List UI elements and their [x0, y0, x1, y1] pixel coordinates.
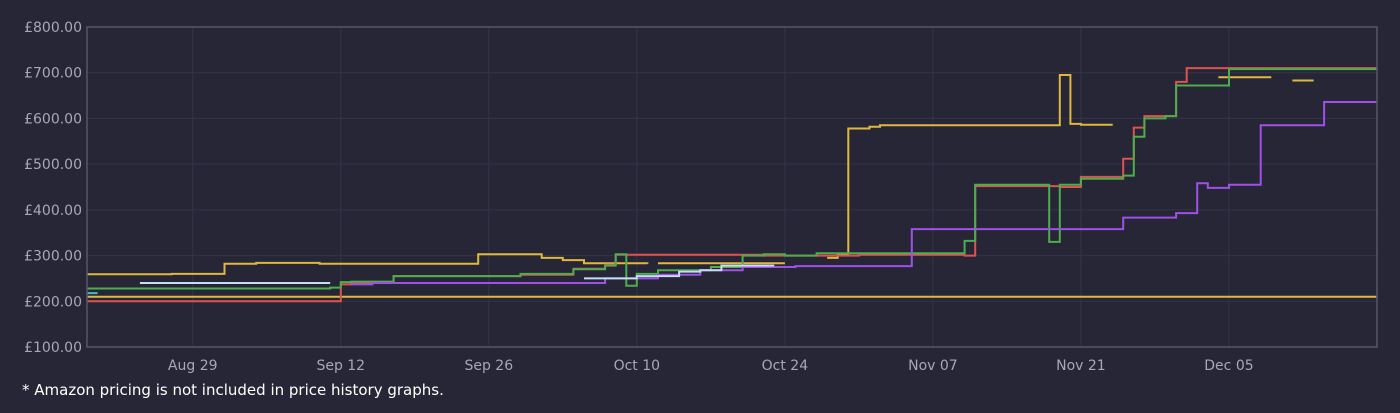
- x-tick-label: Dec 05: [1204, 358, 1253, 374]
- y-tick-label: £300.00: [24, 249, 82, 265]
- gridlines: [87, 26, 1377, 348]
- y-tick-label: £600.00: [24, 111, 82, 127]
- x-tick-label: Nov 07: [908, 358, 958, 374]
- series-line-5: [351, 101, 1377, 286]
- y-tick-label: £700.00: [24, 66, 82, 82]
- footnote: * Amazon pricing is not included in pric…: [22, 381, 444, 399]
- series-line-4: [87, 68, 1377, 290]
- y-tick-label: £200.00: [24, 294, 82, 310]
- x-tick-label: Oct 24: [762, 358, 809, 374]
- x-tick-label: Nov 21: [1056, 358, 1106, 374]
- x-tick-label: Aug 29: [168, 358, 218, 374]
- series-lines: [87, 67, 1377, 303]
- y-tick-label: £400.00: [24, 203, 82, 219]
- series-line-2: [87, 74, 1314, 276]
- y-tick-label: £100.00: [24, 340, 82, 356]
- axis-labels: £100.00 £200.00 £300.00 £400.00 £500.00 £600.…: [24, 20, 1254, 374]
- x-tick-label: Sep 12: [316, 358, 365, 374]
- y-tick-label: £500.00: [24, 157, 82, 173]
- x-tick-label: Oct 10: [614, 358, 660, 374]
- price-history-chart: £100.00 £200.00 £300.00 £400.00 £500.00 £600.…: [24, 20, 1378, 374]
- x-tick-label: Sep 26: [464, 358, 513, 374]
- plot-frame: [86, 26, 1378, 348]
- series-line-6: [139, 264, 775, 284]
- y-tick-label: £800.00: [24, 20, 82, 36]
